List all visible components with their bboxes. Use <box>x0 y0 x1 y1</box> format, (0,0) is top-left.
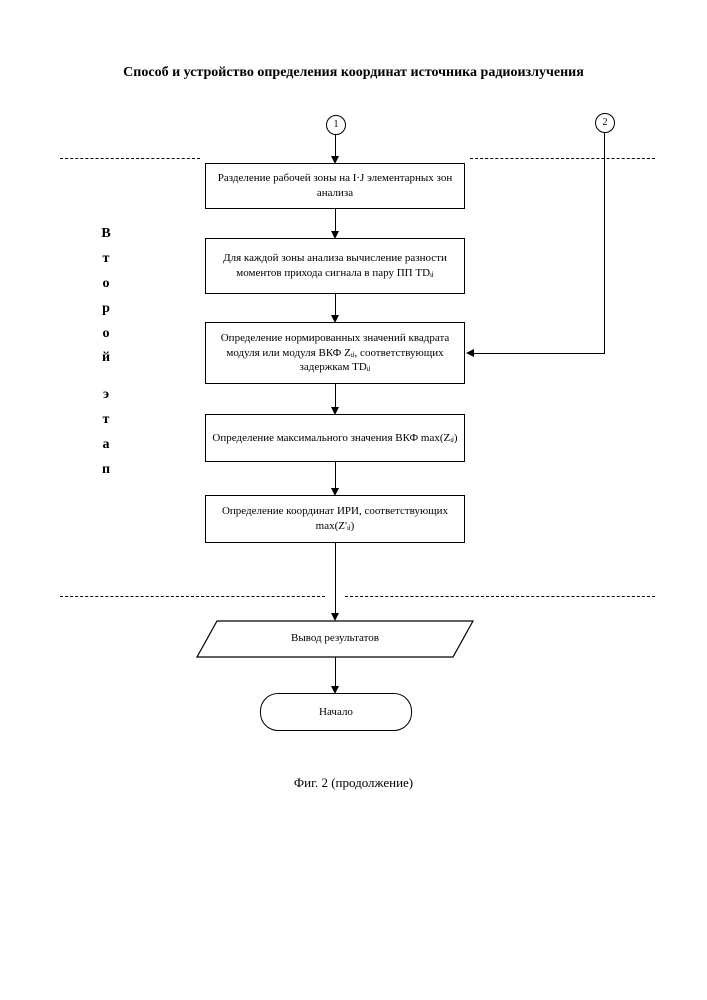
edge-b5-out <box>335 543 336 615</box>
page-title: Способ и устройство определения координа… <box>0 65 707 81</box>
edge-c2-h <box>472 353 605 354</box>
edge-c1-b1 <box>335 134 336 158</box>
edge-b4-b5 <box>335 462 336 490</box>
connector-1: 1 <box>326 115 346 135</box>
box-calc-td: Для каждой зоны анализа вычисление разно… <box>205 238 465 294</box>
edge-b2-b3 <box>335 294 336 317</box>
box-split-zones-text: Разделение рабочей зоны на I·J элементар… <box>212 171 458 201</box>
box-max-vkf: Определение максимального значения ВКФ m… <box>205 414 465 462</box>
dash-top-right <box>470 158 655 159</box>
edge-b3-b4 <box>335 384 336 409</box>
terminator-text: Начало <box>319 706 353 718</box>
edge-b1-b2 <box>335 209 336 233</box>
box-coords-iri: Определение координат ИРИ, соответствующ… <box>205 495 465 543</box>
output-box-text: Вывод результатов <box>291 632 379 644</box>
edge-out-term <box>335 657 336 688</box>
box-calc-td-text: Для каждой зоны анализа вычисление разно… <box>212 251 458 281</box>
arrow-c2-b3 <box>466 349 474 357</box>
dash-top-left <box>60 158 200 159</box>
box-coords-iri-text: Определение координат ИРИ, соответствующ… <box>212 504 458 534</box>
output-box-label: Вывод результатов <box>205 620 465 656</box>
connector-1-label: 1 <box>334 119 339 130</box>
terminator-end: Начало <box>260 693 412 731</box>
dash-bottom-left <box>60 596 325 597</box>
stage-label-text: Второйэтап <box>98 225 114 480</box>
edge-c2-v <box>604 132 605 353</box>
stage-label: Второйэтап <box>98 225 114 480</box>
box-max-vkf-text: Определение максимального значения ВКФ m… <box>212 431 457 446</box>
figure-caption: Фиг. 2 (продолжение) <box>0 775 707 791</box>
box-norm-vkf: Определение нормированных значений квадр… <box>205 322 465 384</box>
box-norm-vkf-text: Определение нормированных значений квадр… <box>212 331 458 376</box>
box-split-zones: Разделение рабочей зоны на I·J элементар… <box>205 163 465 209</box>
dash-bottom-right <box>345 596 655 597</box>
connector-2-label: 2 <box>603 117 608 128</box>
connector-2: 2 <box>595 113 615 133</box>
